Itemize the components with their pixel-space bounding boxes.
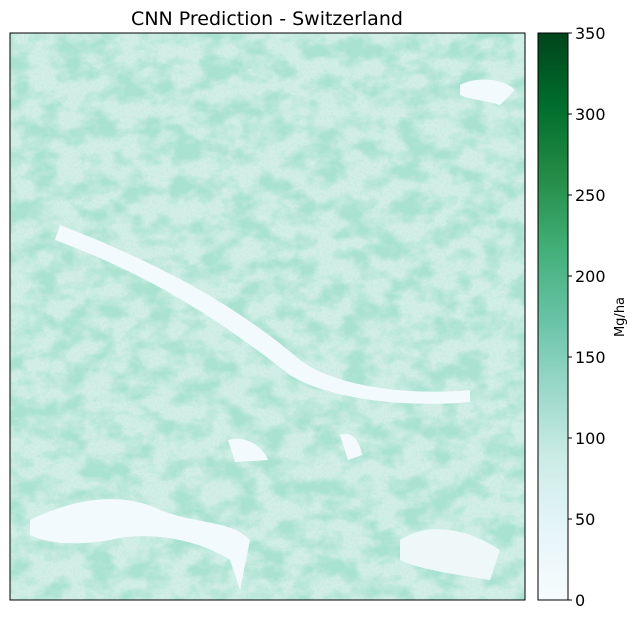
- colorbar-tick-label: 150: [575, 348, 606, 367]
- lake: [228, 438, 268, 462]
- colorbar-label: Mg/ha: [613, 297, 628, 337]
- colorbar-tick-label: 250: [575, 186, 606, 205]
- colorbar-tick-label: 100: [575, 429, 606, 448]
- lake: [400, 529, 500, 580]
- colorbar: [537, 32, 569, 601]
- map-raster: [9, 32, 526, 601]
- map-frame: [9, 32, 526, 601]
- colorbar-tick-label: 0: [575, 591, 585, 610]
- lake: [460, 79, 515, 105]
- chart-title: CNN Prediction - Switzerland: [131, 8, 403, 30]
- colorbar-tick-label: 300: [575, 105, 606, 124]
- colorbar-tick-label: 200: [575, 267, 606, 286]
- lake: [55, 225, 470, 404]
- colorbar-tick-label: 50: [575, 510, 595, 529]
- lake: [340, 433, 362, 460]
- lake: [30, 499, 250, 590]
- colorbar-tick-label: 350: [575, 24, 606, 43]
